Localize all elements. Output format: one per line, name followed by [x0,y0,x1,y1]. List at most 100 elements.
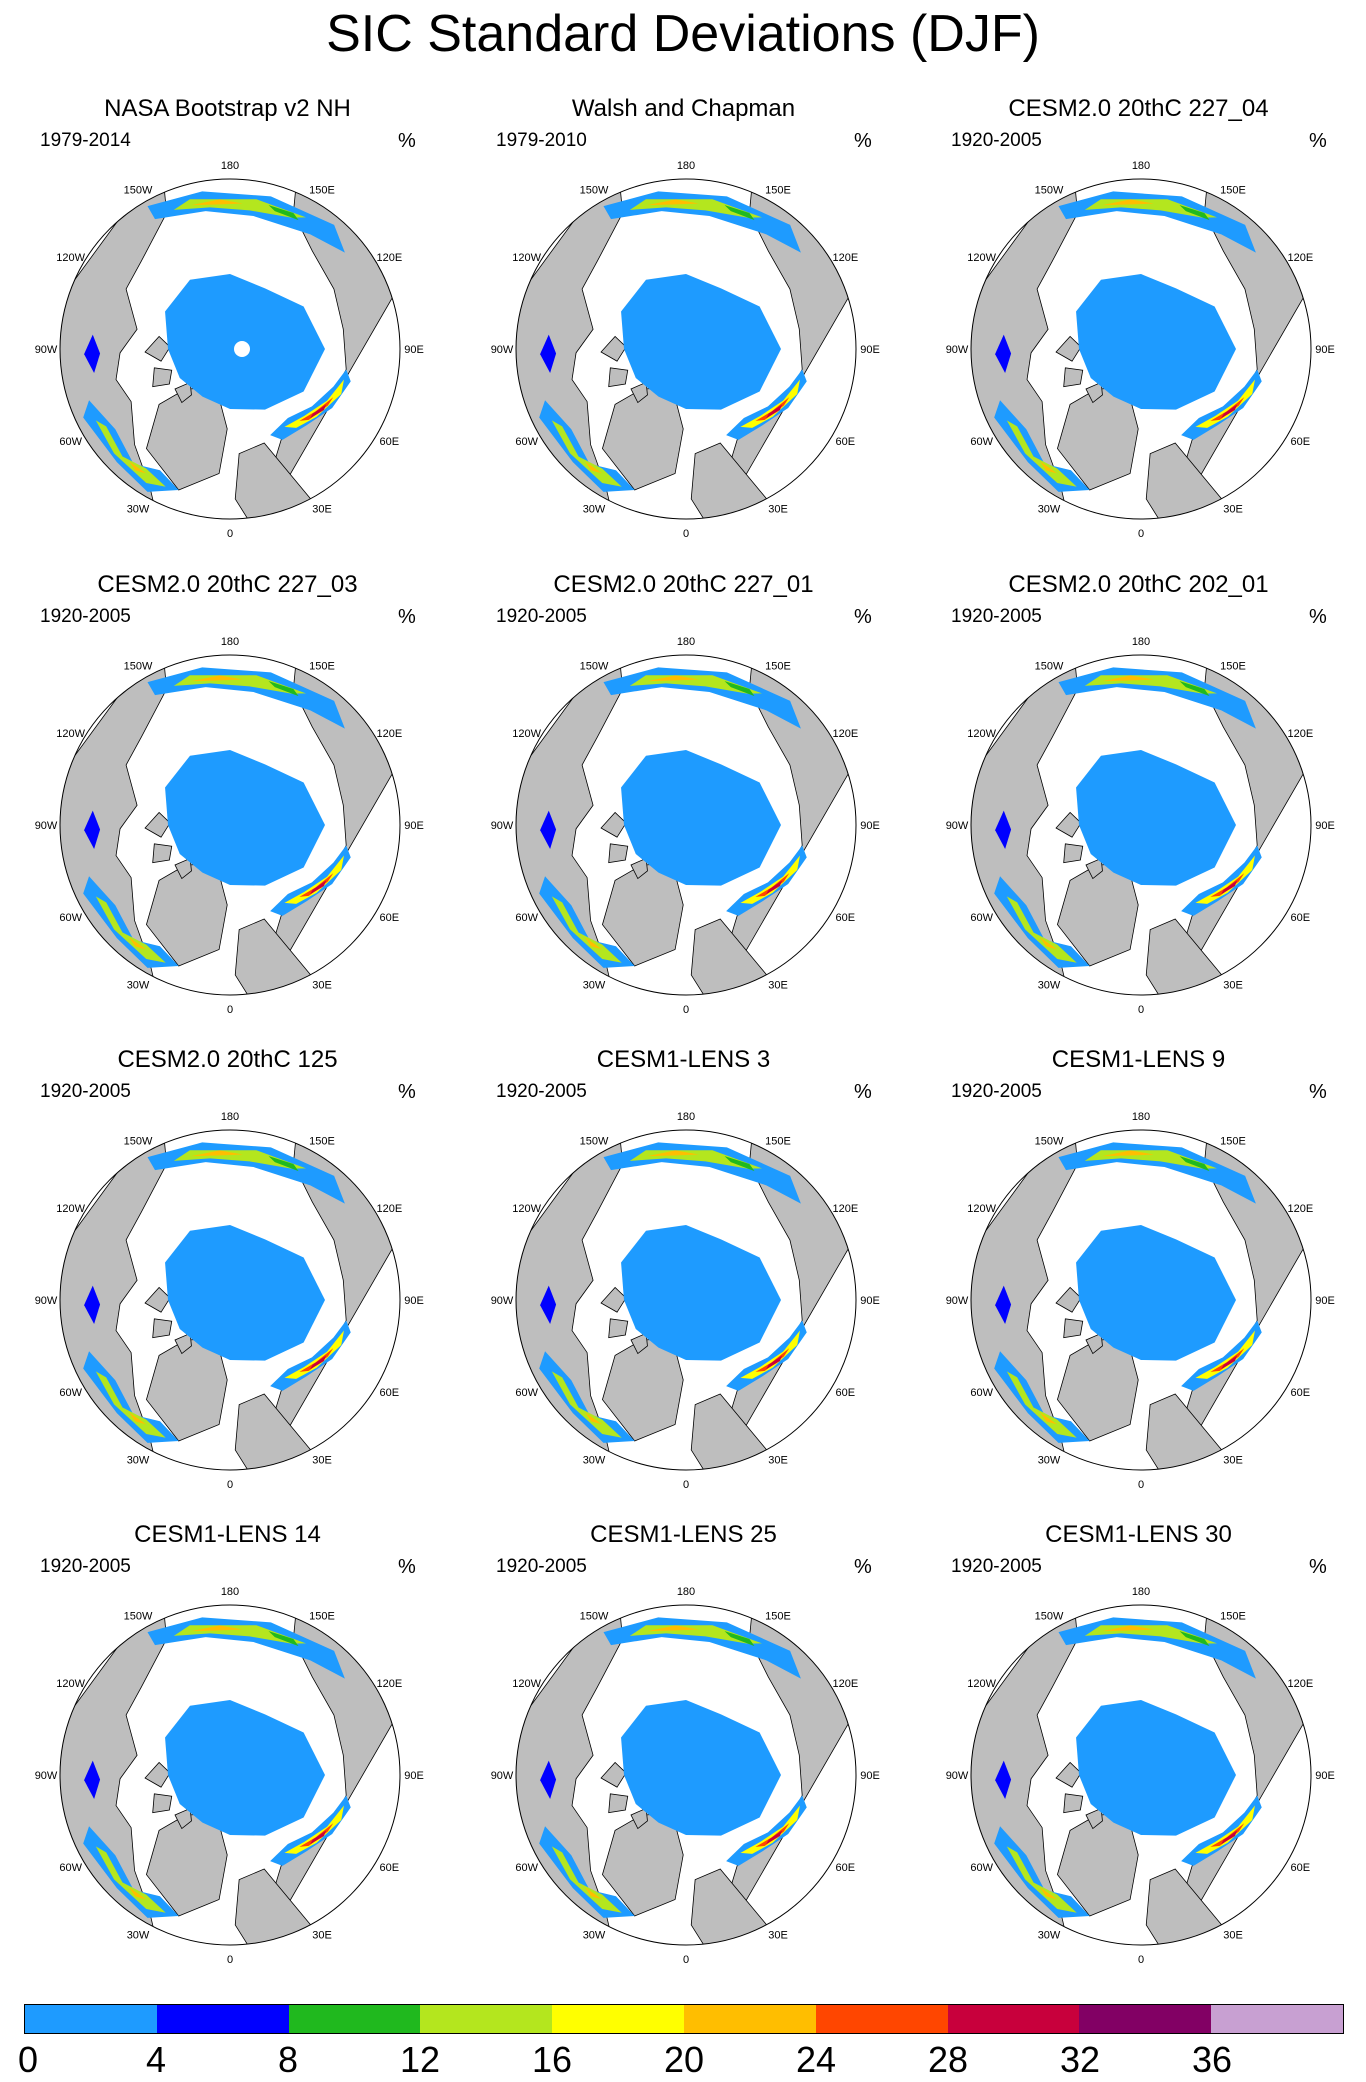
colorbar-segment [683,2005,816,2033]
longitude-label: 30W [583,503,606,515]
labrador-ice-peak [1039,1887,1058,1900]
longitude-label: 0 [683,1954,689,1966]
longitude-label: 150E [309,185,335,197]
archipelago-island [1055,1286,1082,1313]
map-boundary [970,178,1312,520]
central-arctic-ice [1076,1225,1236,1361]
longitude-label: 90W [946,344,969,356]
atlantic-ice-edge [726,369,807,440]
panel-period: 1920-2005 [496,606,587,627]
polar-map: 180 150E 120E 90E 60E 30E 0 30W 60W 90W 120W 150W [35,636,424,1016]
longitude-label: 60E [1291,436,1311,448]
archipelago-island [600,811,627,838]
pacific-ice-variability [1179,681,1210,697]
panel-unit: % [854,130,872,152]
pacific-ice-variability [268,205,299,221]
map-boundary [970,1129,1312,1471]
pacific-ice-variability [1179,1156,1210,1172]
labrador-ice-edge [83,876,179,968]
longitude-label: 30E [1223,503,1243,515]
longitude-label: 150E [765,1611,791,1623]
map-panel: 180 150E 120E 90E 60E 30E 0 30W 60W 90W 120W 150W CE… [456,1045,911,1515]
longitude-label: 120E [376,252,402,264]
panel-title: CESM2.0 20thC 227_04 [1008,95,1269,122]
longitude-label: 150E [309,1611,335,1623]
longitude-label: 30W [583,1454,606,1466]
labrador-ice-edge [994,1826,1090,1918]
longitude-label: 90E [860,820,880,832]
longitude-label: 180 [677,636,695,648]
longitude-label: 60E [836,912,856,924]
atlantic-ice-peak [309,404,327,419]
central-arctic-ice [165,1225,325,1361]
north-america-landmass [60,1605,168,1945]
panel-unit: % [1309,1556,1327,1578]
archipelago-island [1063,1793,1084,1814]
longitude-label: 90W [491,1295,514,1307]
labrador-ice-edge [539,1826,635,1918]
colorbar-segment [1211,2005,1343,2033]
map-boundary [515,178,857,520]
pacific-ice-peak [647,675,699,682]
labrador-ice-variability [551,896,622,963]
longitude-label: 30W [583,979,606,991]
map-panel: 180 150E 120E 90E 60E 30E 0 30W 60W 90W 120W 150W CE… [911,1045,1366,1515]
longitude-label: 0 [1138,1479,1144,1491]
map-panel: 180 150E 120E 90E 60E 30E 0 30W 60W 90W 120W 150W CE… [0,570,455,1040]
atlantic-ice-edge [1181,845,1262,916]
longitude-label: 120W [56,1678,85,1690]
archipelago-island [152,367,173,388]
pacific-ice-peak [1102,1625,1154,1632]
longitude-label: 120W [967,1203,996,1215]
colorbar-segment [288,2005,421,2033]
longitude-label: 90E [404,1295,424,1307]
hudson-bay-ice [84,334,101,373]
pacific-ice-peak [191,199,243,206]
map-panel: 180 150E 120E 90E 60E 30E 0 30W 60W 90W 120W 150W NA… [0,94,455,564]
longitude-label: 90W [35,344,58,356]
labrador-ice-peak [128,1887,147,1900]
longitude-label: 150E [309,661,335,673]
longitude-label: 60E [380,436,400,448]
longitude-label: 60W [970,912,993,924]
longitude-label: 120E [376,1678,402,1690]
map-panel: 180 150E 120E 90E 60E 30E 0 30W 60W 90W 120W 150W CE… [911,94,1366,564]
archipelago-island [152,843,173,864]
longitude-label: 0 [683,528,689,540]
map-panel: 180 150E 120E 90E 60E 30E 0 30W 60W 90W 120W 150W Wa… [456,94,911,564]
labrador-ice-variability [95,1371,166,1438]
longitude-label: 90E [404,1770,424,1782]
hudson-bay-ice [84,1760,101,1799]
labrador-ice-peak [1039,937,1058,950]
archipelago-island [1063,367,1084,388]
pacific-ice-peak [191,1150,243,1157]
longitude-label: 30W [127,1454,150,1466]
atlantic-ice-peak [1220,880,1238,895]
longitude-label: 60E [380,912,400,924]
archipelago-island [1055,335,1082,362]
longitude-label: 90E [1315,344,1335,356]
longitude-label: 180 [221,636,239,648]
labrador-ice-peak [1039,1412,1058,1425]
labrador-ice-variability [1006,1371,1077,1438]
longitude-label: 120W [56,1203,85,1215]
labrador-ice-variability [551,1371,622,1438]
pacific-ice-peak [191,1625,243,1632]
longitude-label: 60E [380,1862,400,1874]
labrador-ice-peak [584,1412,603,1425]
longitude-label: 30E [768,1929,788,1941]
longitude-label: 30E [312,503,332,515]
figure-title: SIC Standard Deviations (DJF) [326,5,1040,63]
atlantic-ice-peak [765,880,783,895]
longitude-label: 120W [512,1678,541,1690]
longitude-label: 180 [221,1111,239,1123]
longitude-label: 60E [1291,1862,1311,1874]
pacific-ice-variability [268,681,299,697]
pole-hole [234,341,250,357]
central-arctic-ice [1076,274,1236,410]
longitude-label: 30E [312,1454,332,1466]
longitude-label: 30W [127,503,150,515]
longitude-label: 30W [1038,979,1061,991]
longitude-label: 0 [1138,1954,1144,1966]
pacific-ice-peak [1102,675,1154,682]
